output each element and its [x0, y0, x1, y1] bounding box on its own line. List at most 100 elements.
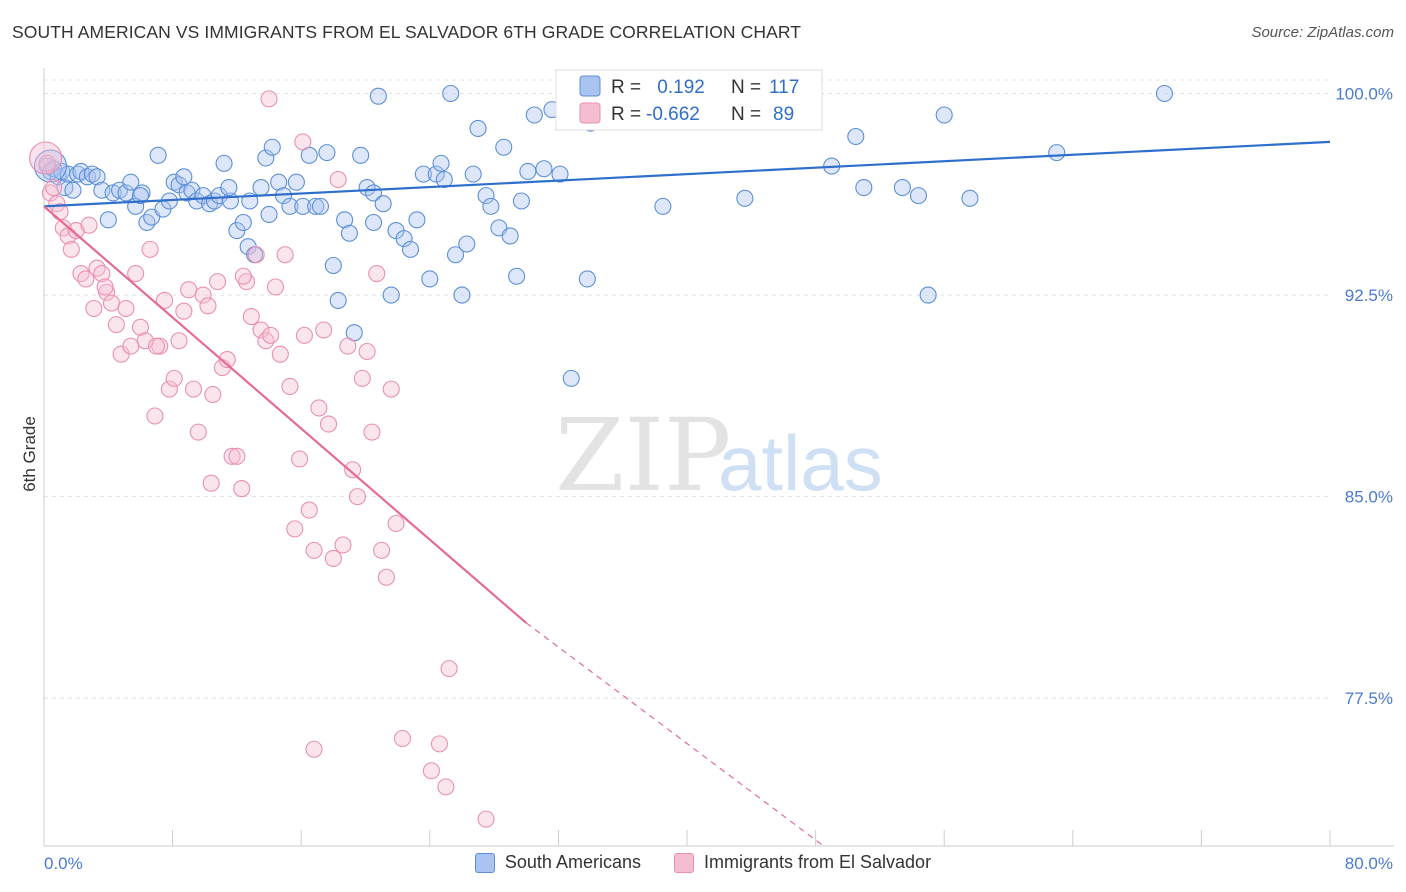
data-point	[170, 332, 188, 350]
data-point	[495, 138, 513, 156]
x-tick-label-min: 0.0%	[44, 854, 83, 873]
legend-item-el-salvador[interactable]: Immigrants from El Salvador	[674, 852, 931, 873]
data-point	[377, 568, 395, 586]
data-point	[117, 299, 135, 318]
data-point	[96, 278, 114, 296]
y-tick-label: 92.5%	[1345, 286, 1393, 305]
data-point	[228, 447, 246, 465]
legend-blue-n-value: 117	[769, 77, 799, 98]
data-point	[266, 278, 285, 296]
data-point	[281, 197, 299, 215]
legend-blue-r-label: R =	[611, 77, 641, 98]
data-point	[562, 369, 580, 387]
chart-source: Source: ZipAtlas.com	[1251, 24, 1394, 41]
data-point	[295, 326, 313, 344]
data-point	[909, 187, 928, 205]
legend: South Americans Immigrants from El Salva…	[0, 852, 1406, 878]
data-point	[324, 549, 342, 567]
data-point	[189, 423, 207, 441]
data-point	[369, 87, 387, 105]
data-point	[184, 380, 203, 398]
data-point	[99, 211, 117, 229]
series-el-salvador	[29, 90, 495, 828]
legend-stats-pink-swatch	[579, 102, 601, 124]
data-point	[69, 165, 87, 183]
data-point	[294, 197, 312, 215]
data-point	[382, 380, 400, 398]
data-point	[141, 240, 159, 258]
data-point	[242, 308, 260, 326]
data-point	[247, 246, 265, 264]
data-point	[373, 541, 391, 559]
data-point	[59, 165, 77, 183]
data-point	[122, 173, 140, 191]
data-point	[329, 291, 347, 309]
data-point	[175, 302, 193, 320]
data-point	[220, 179, 238, 197]
grid-lines	[44, 79, 1330, 699]
data-point	[458, 235, 476, 253]
data-point	[93, 181, 111, 199]
data-point	[408, 211, 426, 229]
data-point	[334, 536, 352, 554]
data-point	[260, 90, 278, 108]
y-tick-label: 77.5%	[1345, 689, 1393, 708]
y-axis-label: 6th Grade	[20, 416, 39, 492]
data-point	[363, 423, 381, 441]
data-point	[80, 216, 98, 234]
data-point	[1048, 144, 1066, 162]
data-point	[654, 197, 672, 215]
data-point	[102, 294, 121, 312]
data-point-large	[29, 141, 63, 175]
data-point	[165, 369, 183, 387]
data-point	[263, 138, 281, 156]
data-point	[344, 461, 362, 479]
data-point	[294, 133, 312, 151]
data-point	[382, 286, 400, 304]
data-point	[107, 316, 125, 334]
data-point	[437, 778, 455, 796]
trend-lines	[43, 140, 1331, 847]
legend-label-el-salvador: Immigrants from El Salvador	[704, 852, 932, 872]
legend-swatch-blue	[474, 852, 495, 873]
data-point	[262, 326, 280, 344]
data-point	[893, 179, 911, 197]
data-point	[307, 197, 325, 215]
data-point	[310, 399, 328, 417]
data-point	[501, 227, 519, 245]
data-point	[209, 273, 227, 291]
trend-line-south-americans	[43, 140, 1331, 208]
data-point	[131, 318, 149, 336]
legend-item-south-americans[interactable]: South Americans	[474, 852, 641, 873]
data-point	[440, 660, 458, 678]
data-point	[175, 168, 193, 186]
data-point	[252, 321, 270, 339]
data-point	[41, 184, 59, 202]
data-point	[855, 179, 873, 197]
data-point	[300, 501, 318, 519]
data-point	[38, 154, 56, 172]
data-point	[194, 286, 212, 304]
data-point	[414, 165, 432, 183]
data-point	[204, 385, 222, 404]
data-point	[72, 265, 90, 283]
legend-stats-blue-swatch	[579, 75, 601, 97]
data-point	[430, 735, 448, 753]
data-point	[329, 170, 347, 189]
data-point	[469, 119, 487, 137]
data-point	[311, 197, 330, 215]
data-point	[131, 187, 149, 205]
data-point	[324, 256, 342, 275]
data-point	[358, 342, 376, 361]
watermark-zip: ZIP	[555, 397, 731, 514]
data-point	[234, 213, 252, 232]
data-point	[78, 168, 96, 186]
data-point	[435, 170, 453, 189]
data-point	[353, 369, 371, 387]
data-point	[305, 541, 323, 559]
data-point	[393, 729, 412, 748]
y-tick-label: 100.0%	[1335, 85, 1393, 104]
data-point	[180, 281, 198, 299]
data-point	[165, 173, 183, 191]
